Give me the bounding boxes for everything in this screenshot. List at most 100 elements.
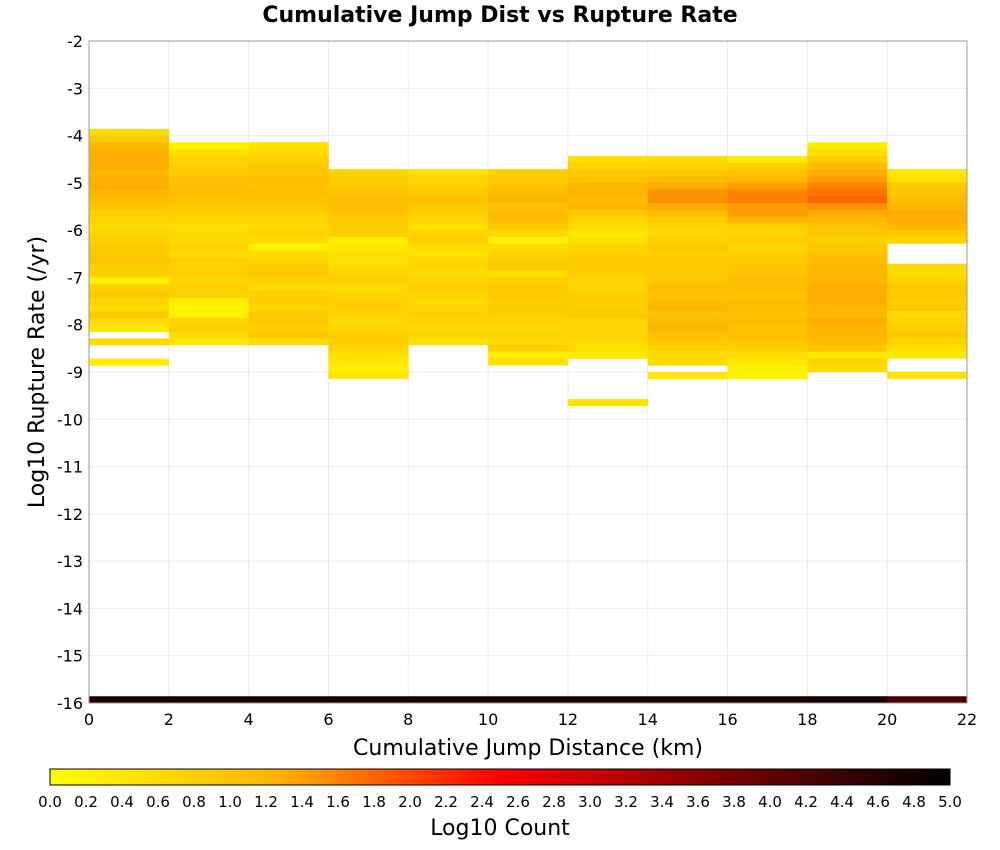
heatmap-cells xyxy=(89,128,968,703)
heatmap-cell xyxy=(488,304,569,312)
heatmap-cell xyxy=(168,250,249,258)
heatmap-cell xyxy=(408,223,489,231)
heatmap-cell xyxy=(168,223,249,231)
heatmap-cell xyxy=(408,290,489,298)
heatmap-cell xyxy=(887,263,968,271)
heatmap-cell xyxy=(807,263,888,271)
heatmap-cell xyxy=(727,365,808,373)
heatmap-cell xyxy=(807,162,888,170)
heatmap-cell xyxy=(887,189,968,197)
x-tick-label: 10 xyxy=(478,710,498,729)
y-tick-label: -16 xyxy=(57,694,83,713)
heatmap-cell xyxy=(727,169,808,177)
heatmap-cell xyxy=(488,297,569,305)
heatmap-cell xyxy=(408,236,489,244)
heatmap-cell xyxy=(567,284,649,292)
heatmap-cell xyxy=(168,311,249,319)
heatmap-cell xyxy=(567,297,649,305)
heatmap-cell xyxy=(488,283,569,292)
heatmap-cell xyxy=(89,230,170,238)
heatmap-cell xyxy=(408,263,489,271)
heatmap-cell xyxy=(567,324,649,332)
heatmap-cell xyxy=(408,311,489,319)
y-tick-label: -9 xyxy=(67,363,83,382)
heatmap-cell xyxy=(567,311,649,319)
heatmap-cell xyxy=(727,270,808,278)
heatmap-cell xyxy=(887,175,968,183)
heatmap-cell xyxy=(887,290,968,298)
x-tick-label: 16 xyxy=(717,710,737,729)
heatmap-cell xyxy=(647,216,728,224)
heatmap-cell xyxy=(488,202,569,210)
heatmap-cell xyxy=(727,338,808,346)
heatmap-cell xyxy=(567,351,649,359)
heatmap-cell xyxy=(168,182,249,190)
heatmap-cell xyxy=(807,148,888,157)
heatmap-cell xyxy=(887,196,968,204)
heatmap-cell xyxy=(727,304,808,312)
heatmap-cell xyxy=(647,331,728,339)
y-axis-label: Log10 Rupture Rate (/yr) xyxy=(25,236,50,508)
heatmap-cell xyxy=(887,297,968,305)
heatmap-cell xyxy=(807,358,888,366)
heatmap-cell xyxy=(727,324,808,332)
heatmap-cell xyxy=(89,318,170,326)
colorbar-tick-label: 3.2 xyxy=(614,793,638,811)
heatmap-cell xyxy=(567,345,649,353)
heatmap-cell xyxy=(727,203,808,211)
heatmap-cell xyxy=(488,236,569,244)
heatmap-cell xyxy=(887,169,968,177)
heatmap-cell xyxy=(807,344,888,352)
heatmap-cell xyxy=(647,338,728,346)
colorbar-tick-label: 0.4 xyxy=(110,793,134,811)
heatmap-cell xyxy=(408,250,489,258)
heatmap-cell xyxy=(488,270,569,278)
colorbar-tick-label: 0.2 xyxy=(74,793,98,811)
colorbar-tick-label: 1.4 xyxy=(290,793,314,811)
heatmap-cell xyxy=(647,209,728,218)
heatmap-cell xyxy=(727,297,808,305)
heatmap-cell xyxy=(887,236,968,244)
heatmap-cell xyxy=(807,297,888,305)
heatmap-cell xyxy=(647,223,728,231)
heatmap-cell xyxy=(887,277,968,285)
heatmap-cell xyxy=(248,284,329,292)
heatmap-cell xyxy=(567,318,649,326)
heatmap-cell xyxy=(89,311,170,319)
heatmap-cell xyxy=(807,338,888,346)
colorbar-tick-label: 4.6 xyxy=(866,793,890,811)
heatmap-cell xyxy=(89,182,170,191)
heatmap-cell xyxy=(647,243,728,251)
heatmap-cell xyxy=(488,344,569,352)
heatmap-cell xyxy=(488,250,569,258)
heatmap-cell xyxy=(328,277,409,285)
heatmap-cell xyxy=(488,229,569,237)
heatmap-cell xyxy=(567,291,649,299)
heatmap-cell xyxy=(89,264,170,272)
heatmap-cell xyxy=(647,162,728,170)
heatmap-cell xyxy=(887,283,968,292)
heatmap-cell xyxy=(647,311,728,319)
heatmap-cell xyxy=(567,169,649,177)
heatmap-cell xyxy=(408,317,489,325)
heatmap-cell xyxy=(488,331,569,339)
heatmap-cell xyxy=(408,277,489,285)
heatmap-cell xyxy=(488,209,569,217)
heatmap-cell xyxy=(727,331,808,339)
x-tick-label: 8 xyxy=(403,710,413,729)
heatmap-cell xyxy=(807,351,888,359)
heatmap-cell xyxy=(168,290,249,298)
x-tick-label: 2 xyxy=(164,710,174,729)
heatmap-cell xyxy=(248,324,329,332)
heatmap-cell xyxy=(328,250,409,258)
y-tick-label: -14 xyxy=(57,599,83,618)
x-tick-labels: 0 2 4 6 8 10 12 14 16 18 20 22 xyxy=(84,710,977,729)
heatmap-cell xyxy=(89,257,170,265)
heatmap-cell xyxy=(328,371,409,379)
colorbar-tick-label: 3.8 xyxy=(722,793,746,811)
colorbar-tick-label: 0.6 xyxy=(146,793,170,811)
heatmap-cell xyxy=(89,243,170,251)
heatmap-cell xyxy=(887,331,968,339)
heatmap-cell xyxy=(168,243,249,251)
heatmap-cell xyxy=(328,236,409,244)
